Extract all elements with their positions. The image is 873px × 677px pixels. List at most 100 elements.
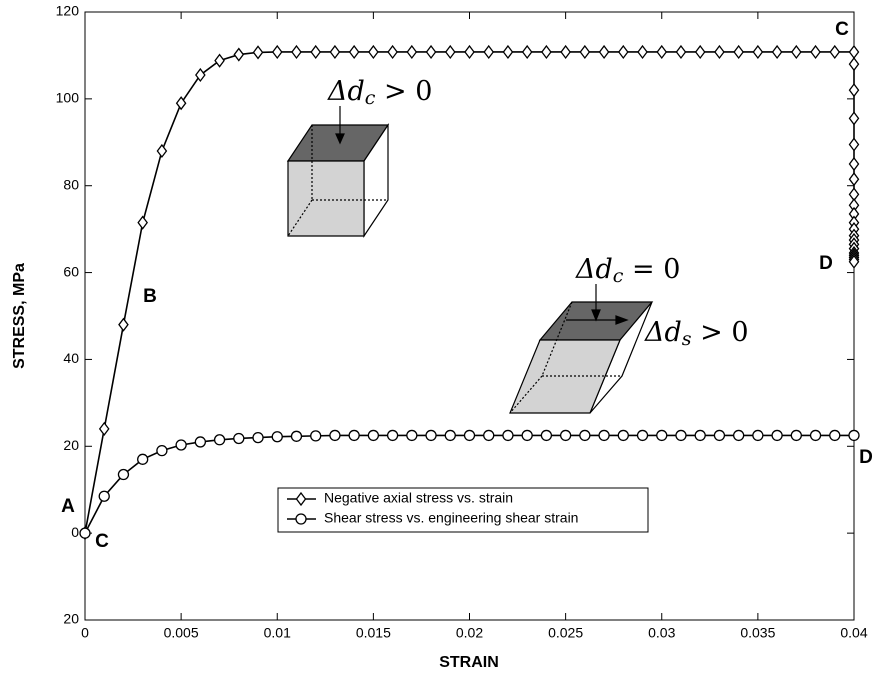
diamond-marker xyxy=(848,156,860,172)
math-label: Δds > 0 xyxy=(644,317,749,351)
x-tick-label: 0.015 xyxy=(356,625,391,641)
diamond-marker xyxy=(810,44,821,60)
diamond-marker xyxy=(98,421,110,436)
diamond-marker xyxy=(848,137,860,152)
circle-marker xyxy=(656,429,668,442)
legend-label: Shear stress vs. engineering shear strai… xyxy=(324,510,578,526)
math-subscript: c xyxy=(613,265,624,287)
y-tick-label: 0 xyxy=(71,524,79,540)
circle-marker xyxy=(598,429,610,442)
diamond-marker xyxy=(771,44,783,60)
x-tick-label: 0 xyxy=(81,625,89,641)
circle-marker xyxy=(367,429,380,442)
x-tick-label: 0.04 xyxy=(840,625,867,641)
diamond-marker xyxy=(348,44,360,60)
circle-marker xyxy=(483,429,495,442)
point-label: D xyxy=(819,253,833,274)
y-tick-label: 40 xyxy=(63,350,79,366)
circle-marker xyxy=(848,429,860,442)
math-main: Δd xyxy=(575,254,613,285)
point-label: A xyxy=(61,496,75,517)
diamond-marker xyxy=(714,44,725,60)
diamond-marker xyxy=(637,44,648,60)
diamond-marker xyxy=(848,111,860,126)
circle-marker xyxy=(271,431,283,443)
math-label: Δdc > 0 xyxy=(327,76,432,110)
diamond-marker xyxy=(233,47,245,62)
diamond-marker xyxy=(137,215,148,230)
diamond-marker xyxy=(483,44,495,60)
x-tick-label: 0.005 xyxy=(164,625,199,641)
point-label: C xyxy=(835,19,849,40)
diamond-marker xyxy=(271,44,283,60)
x-tick-label: 0.01 xyxy=(264,625,291,641)
x-tick-label: 0.03 xyxy=(648,625,675,641)
circle-marker xyxy=(502,429,514,442)
diamond-marker xyxy=(617,44,629,60)
diamond-marker xyxy=(829,44,841,60)
math-subscript: s xyxy=(682,328,692,350)
diamond-marker xyxy=(848,172,860,187)
circle-marker xyxy=(79,527,91,539)
circle-marker xyxy=(694,429,706,442)
circle-marker xyxy=(386,429,399,442)
circle-marker xyxy=(117,468,130,481)
diamond-marker xyxy=(156,143,168,159)
circle-marker xyxy=(809,429,822,442)
y-tick-label: 80 xyxy=(63,176,79,192)
diamond-marker xyxy=(579,44,591,60)
diamond-marker xyxy=(444,44,456,60)
diamond-marker xyxy=(752,44,764,60)
math-suffix: > 0 xyxy=(692,317,749,348)
y-tick-label: 20 xyxy=(63,437,79,453)
y-tick-label: 20 xyxy=(63,611,79,627)
diamond-marker xyxy=(175,96,187,111)
circle-marker xyxy=(98,490,110,502)
circle-marker xyxy=(790,429,802,442)
circle-marker xyxy=(213,434,226,446)
diamond-marker xyxy=(848,254,860,269)
diamond-marker xyxy=(195,67,206,83)
y-tick-label: 100 xyxy=(56,90,80,106)
circle-marker xyxy=(156,444,168,457)
diamond-marker xyxy=(598,44,610,60)
diamond-marker xyxy=(848,57,860,72)
diamond-marker xyxy=(694,44,706,60)
circle-marker xyxy=(463,429,476,442)
circle-marker xyxy=(348,429,360,442)
diamond-marker xyxy=(295,491,307,507)
math-main: Δd xyxy=(644,317,682,348)
diamond-marker xyxy=(675,44,687,60)
circle-marker xyxy=(829,429,841,442)
circle-marker xyxy=(617,429,629,442)
point-label: C xyxy=(95,531,109,552)
math-main: Δd xyxy=(327,76,365,107)
series-line xyxy=(84,51,855,534)
y-tick-label: 120 xyxy=(56,3,80,19)
circle-marker xyxy=(137,453,149,465)
diamond-marker xyxy=(368,44,379,60)
circle-marker xyxy=(540,429,553,442)
circle-marker xyxy=(194,436,207,448)
diamond-marker xyxy=(214,53,225,68)
circle-marker xyxy=(771,429,783,442)
point-label: B xyxy=(143,286,157,307)
math-label: Δdc = 0 xyxy=(575,254,680,288)
diamond-marker xyxy=(406,44,418,60)
circle-marker xyxy=(175,439,187,451)
circle-marker xyxy=(406,429,418,442)
diamond-marker xyxy=(791,44,802,60)
circle-marker xyxy=(425,429,437,442)
circle-marker xyxy=(752,429,764,442)
diamond-marker xyxy=(252,45,264,60)
math-suffix: = 0 xyxy=(623,254,680,285)
cube-shear xyxy=(509,284,654,414)
diamond-marker xyxy=(310,44,322,60)
circle-marker xyxy=(636,429,649,442)
y-axis-title: STRESS, MPa xyxy=(11,263,28,369)
diamond-marker xyxy=(541,44,552,60)
diamond-marker xyxy=(560,44,571,60)
circle-marker xyxy=(233,432,245,445)
legend-box xyxy=(277,487,649,533)
diamond-marker xyxy=(425,44,437,60)
